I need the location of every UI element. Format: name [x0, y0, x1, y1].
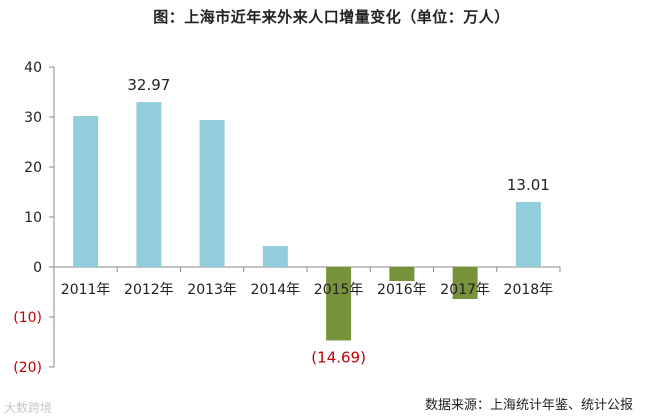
y-tick-label: 10 [24, 210, 42, 226]
data-source-note: 数据来源：上海统计年鉴、统计公报 [424, 398, 633, 413]
bar-2016年 [389, 267, 415, 281]
bar-2018年 [515, 201, 541, 267]
bar-2012年 [136, 102, 162, 268]
y-tick-label: 20 [24, 160, 42, 176]
x-tick-label: 2018年 [504, 282, 554, 298]
data-label: 32.97 [127, 76, 170, 94]
bar-2017年 [452, 267, 478, 299]
x-tick-label: 2013年 [187, 282, 237, 298]
bar-2014年 [262, 246, 288, 267]
x-tick-label: 2014年 [251, 282, 301, 298]
data-label: 13.01 [507, 176, 550, 194]
x-tick-label: 2015年 [314, 282, 364, 298]
x-tick-label: 2011年 [61, 282, 111, 298]
x-tick-label: 2016年 [377, 282, 427, 298]
y-tick-label: 30 [24, 110, 42, 126]
bar-2011年 [73, 116, 99, 267]
chart-title: 图：上海市近年来外来人口增量变化（单位：万人） [153, 8, 510, 26]
y-tick-label: 0 [33, 260, 42, 276]
y-tick-label: 40 [24, 60, 42, 76]
chart-bars [73, 102, 541, 341]
x-tick-label: 2017年 [440, 282, 490, 298]
watermark-logo: 大数跨境 [4, 401, 53, 415]
bar-2013年 [199, 120, 225, 267]
bar-2015年 [326, 267, 352, 341]
chart-labels: 40 30 20 10 0 (10) (20) 2011年 2012年 32.97 2013年 201… [13, 60, 553, 376]
x-tick-label: 2012年 [124, 282, 174, 298]
data-label: (14.69) [311, 348, 366, 366]
y-tick-label: (10) [13, 310, 42, 326]
chart-axes [49, 66, 561, 368]
y-tick-label: (20) [13, 360, 42, 376]
